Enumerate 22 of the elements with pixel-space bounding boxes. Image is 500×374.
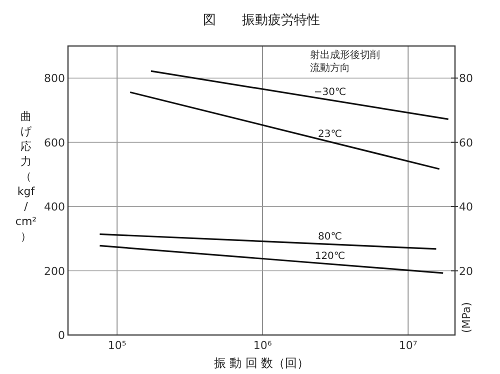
- y-tick-label: 400: [44, 200, 65, 214]
- annotation: 流動方向: [310, 62, 350, 74]
- y-tick-label: 600: [44, 136, 65, 150]
- x-axis-title: 振 動 回 数（回）: [214, 356, 310, 370]
- y-tick-label: 800: [44, 72, 65, 86]
- y2-tick-label: 80: [459, 72, 473, 86]
- annotation: 射出成形後切削: [310, 49, 380, 61]
- chart-title: 図 振動疲労特性: [203, 13, 320, 28]
- y2-tick-label: 40: [459, 200, 473, 214]
- text: 曲げ応力（kgf/cm²）: [15, 110, 37, 243]
- y2-axis-title: (MPa): [460, 302, 473, 333]
- x-tick-label: 10⁵: [108, 339, 126, 352]
- y-tick-label: 0: [58, 329, 65, 342]
- y2-tick-label: 20: [459, 264, 473, 278]
- y-tick-label: 200: [44, 264, 65, 278]
- y2-tick-label: 60: [459, 136, 473, 150]
- series-label: 80℃: [318, 231, 342, 242]
- series-label: 23℃: [318, 128, 342, 140]
- series-label: 120℃: [314, 251, 346, 262]
- series-label: −30℃: [314, 87, 346, 98]
- x-tick-label: 10⁷: [398, 339, 418, 352]
- x-tick-label: 10⁶: [253, 339, 272, 352]
